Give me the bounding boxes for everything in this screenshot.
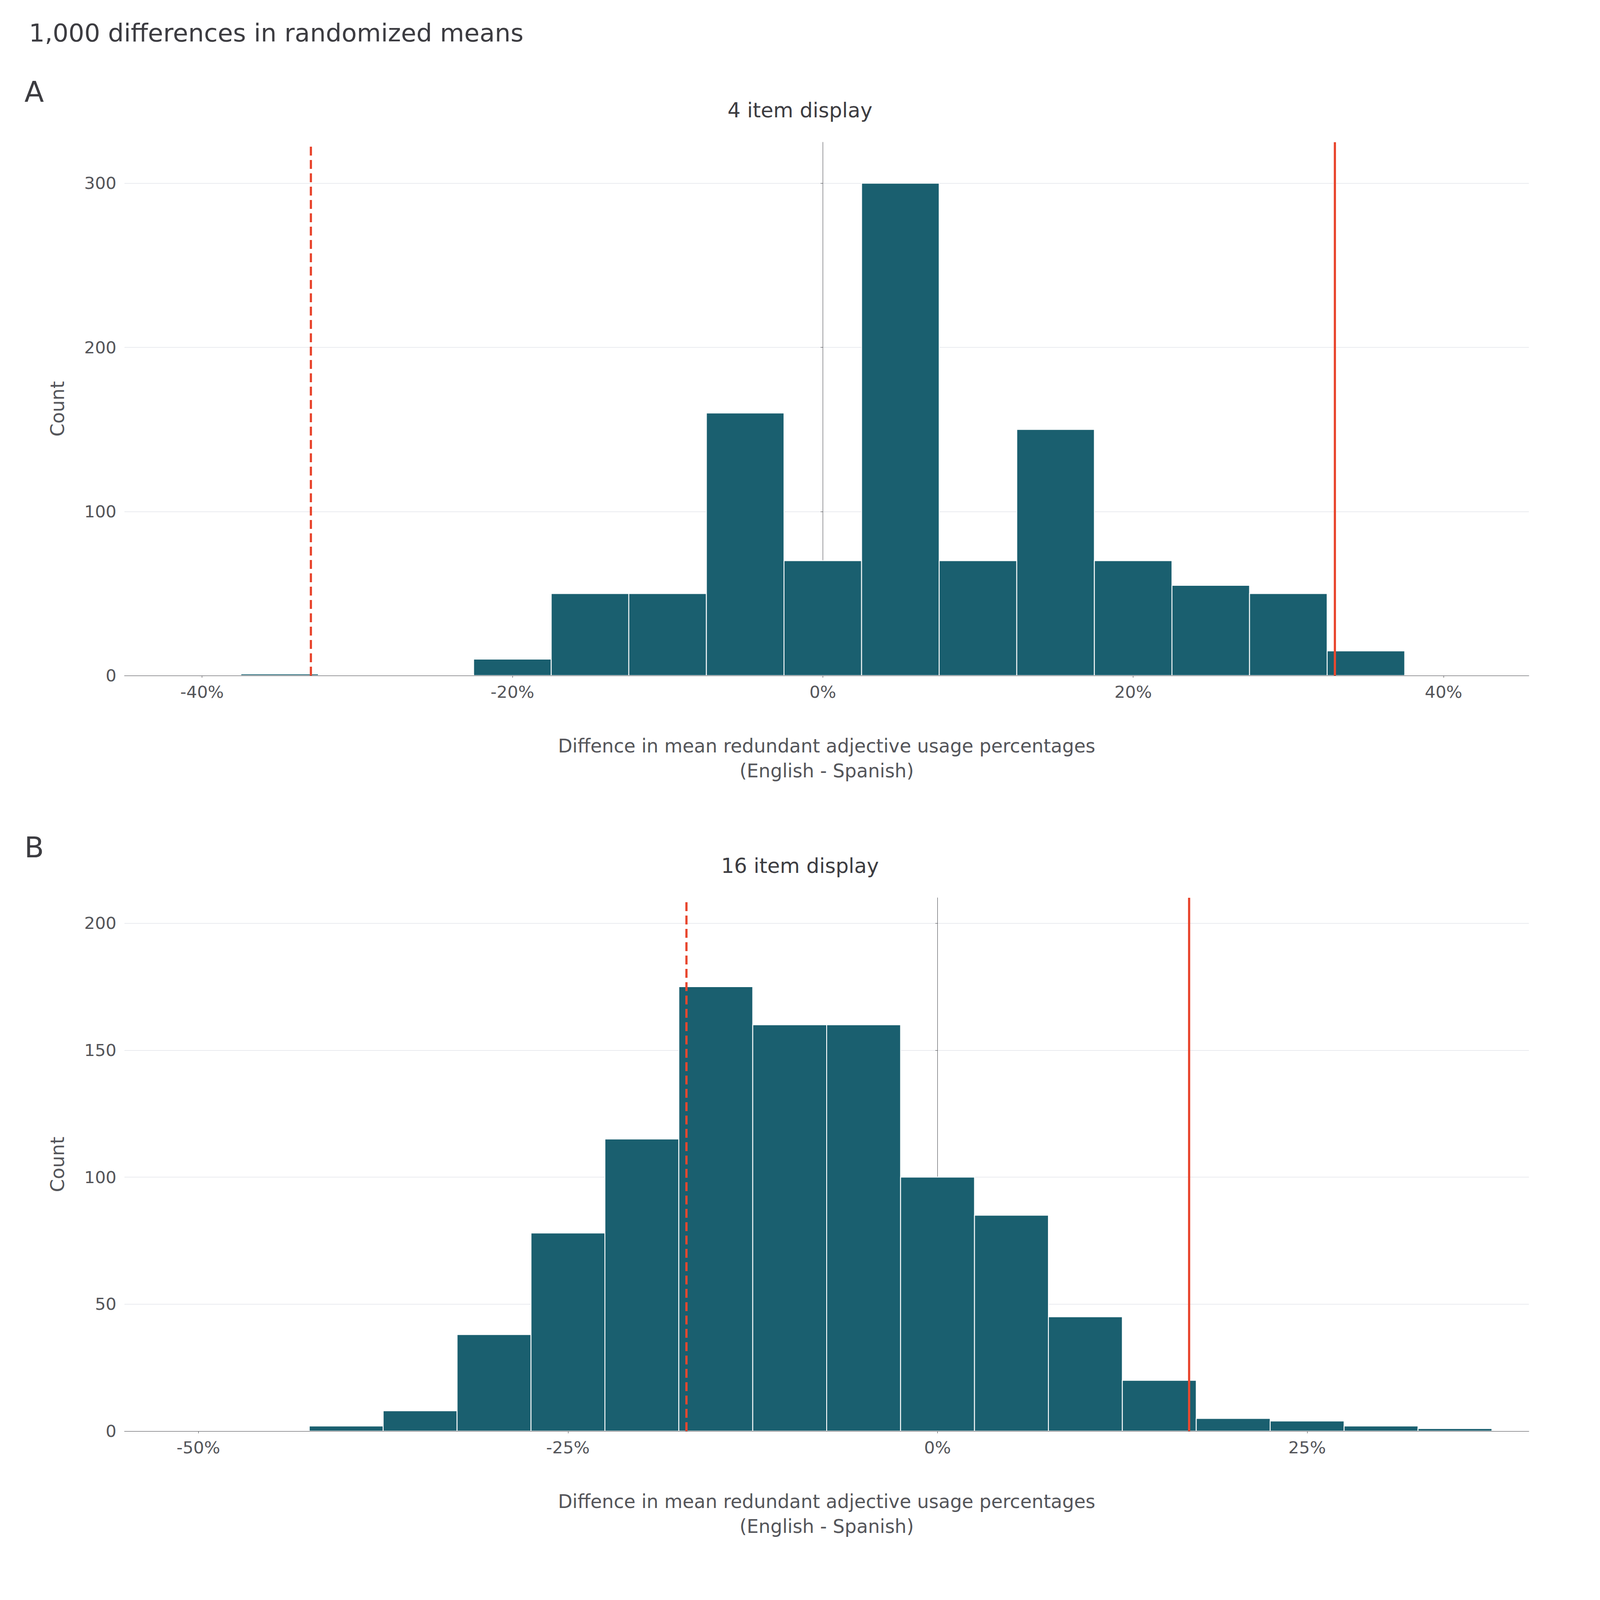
- svg-text:-20%: -20%: [490, 682, 535, 702]
- svg-text:20%: 20%: [1114, 682, 1152, 702]
- svg-text:(English - Spanish): (English - Spanish): [739, 1515, 914, 1538]
- svg-text:Count: Count: [46, 1136, 69, 1193]
- svg-text:-50%: -50%: [176, 1437, 220, 1458]
- svg-text:-25%: -25%: [546, 1437, 590, 1458]
- svg-text:100: 100: [84, 501, 117, 522]
- svg-text:-40%: -40%: [180, 682, 224, 702]
- svg-text:Count: Count: [46, 381, 69, 437]
- svg-text:0: 0: [105, 665, 117, 686]
- svg-text:A: A: [24, 75, 44, 109]
- svg-text:(English - Spanish): (English - Spanish): [739, 760, 914, 782]
- svg-text:4 item display: 4 item display: [727, 98, 873, 123]
- svg-text:0%: 0%: [809, 682, 836, 702]
- svg-text:Diffence in mean redundant adj: Diffence in mean redundant adjective usa…: [558, 735, 1096, 757]
- svg-text:1,000 differences in randomize: 1,000 differences in randomized means: [28, 18, 524, 48]
- svg-text:Diffence in mean redundant adj: Diffence in mean redundant adjective usa…: [558, 1490, 1096, 1513]
- svg-text:0: 0: [105, 1421, 117, 1441]
- svg-text:150: 150: [84, 1040, 117, 1060]
- svg-text:100: 100: [84, 1167, 117, 1188]
- svg-text:200: 200: [84, 337, 117, 358]
- svg-text:25%: 25%: [1288, 1437, 1326, 1458]
- svg-text:200: 200: [84, 913, 117, 933]
- svg-text:0%: 0%: [924, 1437, 951, 1458]
- svg-text:40%: 40%: [1424, 682, 1463, 702]
- svg-text:300: 300: [84, 173, 117, 193]
- svg-text:50: 50: [95, 1294, 117, 1314]
- svg-text:16 item display: 16 item display: [720, 853, 879, 878]
- svg-text:B: B: [24, 831, 44, 864]
